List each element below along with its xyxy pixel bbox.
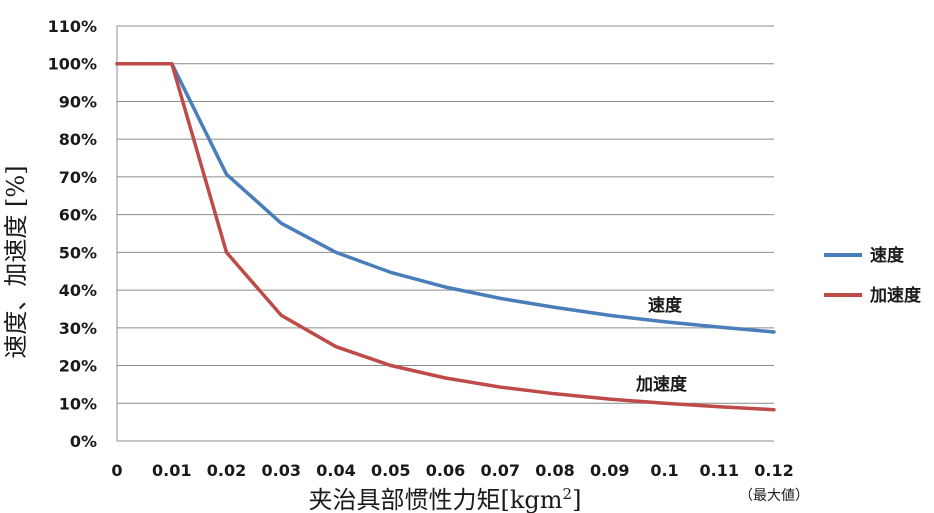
legend-label-speed: 速度	[870, 245, 905, 266]
y-tick-label: 0%	[70, 432, 97, 451]
legend: 速度 加速度	[824, 245, 922, 306]
series-lines	[115, 61, 776, 412]
annotation-speed: 速度	[648, 295, 683, 316]
x-tick-label: 0.08	[535, 461, 574, 480]
x-tick-label: 0.09	[590, 461, 629, 480]
y-tick-label: 60%	[59, 206, 97, 225]
y-tick-label: 20%	[59, 357, 97, 376]
x-tick-label: 0.02	[207, 461, 246, 480]
x-tick-label: 0.12	[754, 461, 793, 480]
x-axis-title: 夹治具部惯性力矩[kgm2]	[309, 485, 582, 513]
legend-label-acceleration: 加速度	[869, 285, 922, 306]
y-tick-label: 70%	[59, 168, 97, 187]
x-max-note: （最大値）	[739, 488, 809, 504]
x-tick-label: 0	[111, 461, 122, 480]
x-tick-label: 0.06	[426, 461, 465, 480]
series-line-acceleration	[115, 61, 776, 412]
y-tick-label: 10%	[59, 394, 97, 413]
y-tick-labels: 0% 10% 20% 30% 40% 50% 60% 70% 80% 90% 100% 110%	[48, 17, 97, 451]
x-tick-label: 0.1	[650, 461, 678, 480]
annotation-acceleration: 加速度	[635, 374, 688, 395]
axes	[116, 26, 774, 442]
y-tick-label: 100%	[48, 55, 97, 74]
x-tick-label: 0.03	[262, 461, 301, 480]
x-tick-label: 0.07	[481, 461, 520, 480]
x-tick-label: 0.11	[700, 461, 739, 480]
y-tick-label: 50%	[59, 243, 97, 262]
y-tick-label: 110%	[48, 17, 97, 36]
y-tick-label: 90%	[59, 92, 97, 111]
x-tick-label: 0.05	[371, 461, 410, 480]
x-tick-label: 0.04	[316, 461, 355, 480]
y-tick-label: 30%	[59, 319, 97, 338]
x-tick-label: 0.01	[152, 461, 191, 480]
y-tick-label: 80%	[59, 130, 97, 149]
series-line-speed	[115, 61, 776, 334]
y-tick-label: 40%	[59, 281, 97, 300]
x-tick-labels: 0 0.01 0.02 0.03 0.04 0.05 0.06 0.07 0.08 0.09 0.1…	[111, 461, 793, 480]
gridlines	[117, 25, 774, 404]
y-axis-title: 速度、加速度 [%]	[2, 165, 30, 358]
